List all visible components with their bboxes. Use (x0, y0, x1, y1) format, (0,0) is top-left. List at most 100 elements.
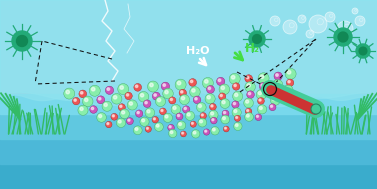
Circle shape (195, 98, 197, 100)
Circle shape (247, 114, 249, 117)
Circle shape (120, 86, 123, 89)
Circle shape (177, 81, 181, 85)
Circle shape (359, 47, 367, 55)
Circle shape (211, 105, 213, 107)
Circle shape (229, 73, 240, 84)
Circle shape (142, 119, 145, 122)
Circle shape (306, 30, 314, 38)
Circle shape (107, 88, 110, 91)
Circle shape (200, 120, 202, 123)
Circle shape (170, 98, 173, 101)
Circle shape (17, 36, 28, 46)
Circle shape (219, 93, 226, 100)
Circle shape (234, 115, 241, 121)
Circle shape (99, 115, 102, 118)
Circle shape (337, 21, 353, 37)
Circle shape (127, 100, 137, 110)
Circle shape (336, 37, 344, 45)
Circle shape (233, 83, 240, 90)
Circle shape (80, 107, 83, 111)
Circle shape (147, 110, 150, 113)
Circle shape (245, 82, 255, 92)
Circle shape (311, 104, 321, 114)
Circle shape (105, 86, 113, 94)
Circle shape (338, 32, 348, 42)
Circle shape (282, 98, 285, 100)
Circle shape (196, 102, 206, 112)
Circle shape (179, 123, 182, 125)
Circle shape (234, 122, 242, 130)
Bar (0, 164, 377, 189)
Circle shape (309, 15, 327, 33)
Circle shape (245, 113, 253, 121)
Circle shape (205, 130, 207, 132)
Circle shape (355, 16, 365, 26)
Circle shape (152, 117, 158, 123)
Circle shape (287, 79, 294, 86)
Circle shape (204, 129, 210, 135)
Circle shape (146, 127, 149, 129)
Circle shape (83, 96, 93, 107)
Circle shape (273, 98, 276, 101)
Circle shape (210, 117, 217, 124)
Circle shape (209, 110, 218, 119)
Circle shape (97, 113, 106, 122)
Circle shape (179, 89, 187, 97)
Circle shape (232, 108, 241, 117)
Circle shape (169, 97, 176, 104)
Circle shape (156, 124, 159, 127)
Circle shape (253, 35, 261, 43)
Circle shape (298, 15, 306, 23)
Circle shape (165, 90, 168, 94)
Circle shape (179, 94, 190, 105)
Polygon shape (0, 0, 377, 101)
Circle shape (225, 127, 226, 129)
Circle shape (118, 84, 129, 94)
Circle shape (190, 80, 193, 83)
Circle shape (118, 120, 121, 123)
Circle shape (233, 102, 236, 105)
Circle shape (169, 129, 177, 138)
Circle shape (257, 98, 264, 104)
Circle shape (258, 73, 269, 84)
Circle shape (232, 101, 239, 108)
Circle shape (248, 92, 251, 95)
Circle shape (147, 81, 158, 92)
Circle shape (92, 88, 95, 91)
Circle shape (112, 115, 115, 117)
Circle shape (218, 79, 221, 82)
Circle shape (185, 111, 195, 120)
Circle shape (245, 75, 253, 82)
Circle shape (161, 82, 170, 90)
Circle shape (72, 98, 80, 105)
Bar (0, 114, 377, 139)
Bar (0, 139, 377, 164)
Circle shape (233, 91, 243, 101)
Circle shape (285, 68, 296, 79)
Circle shape (211, 112, 214, 115)
Circle shape (158, 98, 161, 102)
Circle shape (259, 99, 261, 101)
Circle shape (200, 113, 207, 119)
Circle shape (205, 80, 208, 83)
Circle shape (247, 84, 250, 87)
Circle shape (258, 91, 262, 95)
Circle shape (135, 85, 138, 88)
Circle shape (247, 76, 249, 79)
Circle shape (169, 126, 171, 128)
Circle shape (193, 96, 201, 104)
Circle shape (334, 28, 352, 46)
Circle shape (207, 96, 210, 99)
Circle shape (261, 84, 264, 87)
Circle shape (221, 86, 225, 90)
Circle shape (98, 98, 101, 100)
Circle shape (272, 80, 283, 90)
Circle shape (352, 8, 358, 14)
Circle shape (246, 100, 249, 103)
Text: H₂: H₂ (245, 43, 259, 56)
Circle shape (106, 121, 112, 128)
Circle shape (175, 79, 186, 90)
Circle shape (80, 92, 83, 94)
Circle shape (255, 114, 262, 121)
Circle shape (234, 84, 236, 87)
